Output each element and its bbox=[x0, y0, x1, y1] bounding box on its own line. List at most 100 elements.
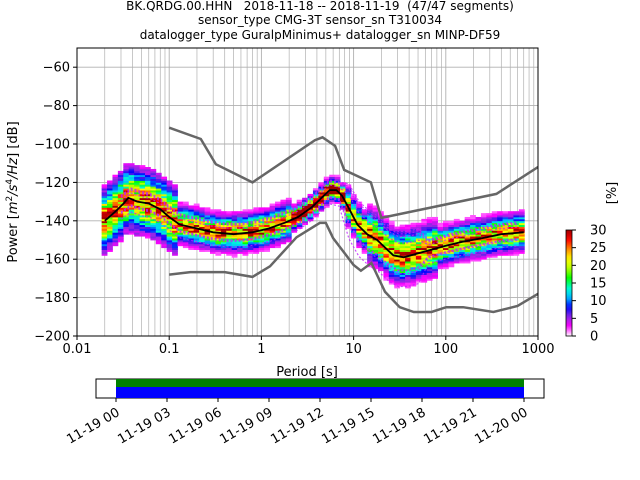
heatmap-cell bbox=[350, 207, 357, 210]
heatmap-cell bbox=[237, 230, 243, 233]
heatmap-cell bbox=[356, 236, 363, 239]
heatmap-cell bbox=[150, 195, 157, 199]
heatmap-cell bbox=[405, 284, 411, 287]
heatmap-cell bbox=[231, 240, 238, 243]
heatmap-cell bbox=[296, 211, 303, 214]
heatmap-cell bbox=[139, 226, 146, 229]
heatmap-cell bbox=[144, 182, 151, 185]
heatmap-cell bbox=[432, 257, 438, 260]
heatmap-cell bbox=[350, 213, 357, 216]
heatmap-cell bbox=[139, 224, 146, 227]
heatmap-cell bbox=[150, 186, 157, 189]
heatmap-cell bbox=[155, 199, 162, 202]
heatmap-cell bbox=[182, 220, 189, 224]
heatmap-cell bbox=[394, 270, 401, 274]
heatmap-cell bbox=[415, 230, 422, 233]
heatmap-cell bbox=[144, 213, 151, 216]
heatmap-cell bbox=[459, 236, 466, 239]
heatmap-cell bbox=[329, 184, 336, 187]
heatmap-cell bbox=[193, 224, 200, 227]
heatmap-cell bbox=[377, 249, 384, 252]
heatmap-cell bbox=[350, 205, 357, 208]
heatmap-cell bbox=[443, 263, 449, 266]
heatmap-cell bbox=[318, 203, 325, 206]
heatmap-cell bbox=[161, 240, 168, 243]
heatmap-cell bbox=[193, 213, 200, 216]
heatmap-cell bbox=[280, 232, 287, 235]
heatmap-cell bbox=[421, 238, 428, 241]
heatmap-cell bbox=[112, 224, 119, 227]
heatmap-cell bbox=[426, 224, 433, 227]
heatmap-cell bbox=[426, 261, 433, 264]
heatmap-cell bbox=[134, 168, 140, 172]
heatmap-cell bbox=[182, 236, 189, 239]
heatmap-cell bbox=[204, 232, 211, 235]
heatmap-cell bbox=[101, 205, 108, 208]
heatmap-cell bbox=[464, 232, 471, 235]
heatmap-cell bbox=[432, 224, 438, 227]
heatmap-cell bbox=[518, 211, 525, 214]
heatmap-cell bbox=[144, 205, 151, 208]
heatmap-cell bbox=[459, 257, 466, 260]
heatmap-cell bbox=[334, 193, 341, 197]
heatmap-cell bbox=[101, 230, 108, 233]
heatmap-cell bbox=[161, 209, 168, 212]
heatmap-cell bbox=[334, 197, 341, 201]
heatmap-cell bbox=[443, 234, 449, 237]
heatmap-cell bbox=[220, 234, 227, 237]
heatmap-cell bbox=[280, 201, 287, 204]
heatmap-cell bbox=[291, 220, 298, 224]
heatmap-cell bbox=[405, 259, 411, 262]
heatmap-cell bbox=[399, 272, 406, 275]
heatmap-cell bbox=[491, 216, 498, 220]
heatmap-cell bbox=[367, 218, 373, 222]
heatmap-cell bbox=[188, 211, 195, 214]
heatmap-cell bbox=[383, 255, 390, 258]
heatmap-cell bbox=[405, 286, 411, 289]
heatmap-cell bbox=[204, 215, 211, 218]
heatmap-cell bbox=[491, 230, 498, 233]
heatmap-cell bbox=[112, 240, 119, 243]
heatmap-cell bbox=[215, 234, 222, 237]
heatmap-cell bbox=[161, 199, 168, 202]
heatmap-cell bbox=[161, 188, 168, 191]
heatmap-cell bbox=[291, 224, 298, 227]
heatmap-cell bbox=[112, 220, 119, 224]
heatmap-cell bbox=[459, 226, 466, 229]
heatmap-cell bbox=[508, 220, 514, 224]
heatmap-cell bbox=[329, 176, 336, 179]
heatmap-cell bbox=[302, 220, 308, 224]
heatmap-cell bbox=[307, 209, 314, 212]
heatmap-cell bbox=[112, 222, 119, 226]
heatmap-cell bbox=[421, 226, 428, 229]
heatmap-cell bbox=[112, 184, 119, 187]
heatmap-cell bbox=[134, 226, 140, 229]
heatmap-cell bbox=[134, 205, 140, 208]
heatmap-cell bbox=[226, 249, 233, 252]
heatmap-cell bbox=[199, 213, 205, 216]
heatmap-cell bbox=[394, 259, 401, 262]
heatmap-cell bbox=[508, 228, 514, 231]
heatmap-cell bbox=[443, 251, 449, 254]
heatmap-cell bbox=[117, 201, 124, 204]
heatmap-cell bbox=[302, 197, 308, 201]
heatmap-cell bbox=[193, 222, 200, 226]
heatmap-cell bbox=[144, 195, 151, 199]
heatmap-cell bbox=[486, 230, 493, 233]
heatmap-cell bbox=[166, 207, 173, 210]
heatmap-cell bbox=[107, 241, 113, 245]
timeline-tick-label: 11-20 00 bbox=[472, 405, 530, 447]
heatmap-cell bbox=[410, 274, 417, 277]
heatmap-cell bbox=[134, 193, 140, 197]
heatmap-cell bbox=[285, 215, 292, 218]
heatmap-cell bbox=[318, 182, 325, 185]
heatmap-cell bbox=[291, 230, 298, 233]
heatmap-cell bbox=[480, 222, 487, 226]
heatmap-cell bbox=[372, 232, 379, 235]
heatmap-cell bbox=[421, 240, 428, 243]
heatmap-cell bbox=[453, 222, 460, 226]
heatmap-cell bbox=[226, 222, 233, 226]
heatmap-cell bbox=[377, 245, 384, 249]
heatmap-cell bbox=[275, 232, 281, 235]
